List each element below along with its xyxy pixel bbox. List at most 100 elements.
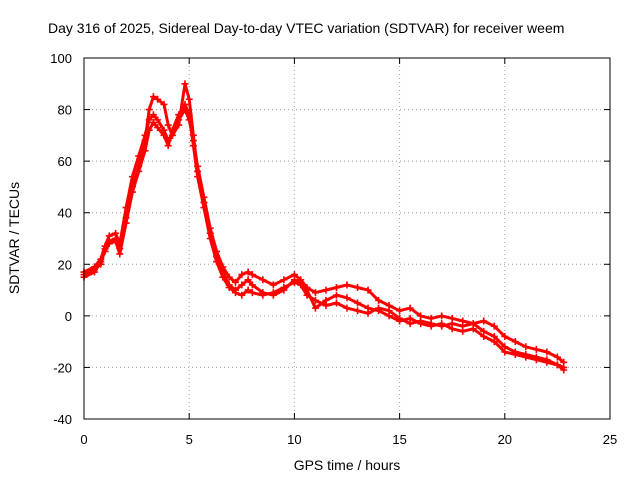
- data-point: [332, 283, 340, 291]
- data-point: [364, 286, 372, 294]
- data-point: [145, 126, 153, 134]
- data-point: [332, 291, 340, 299]
- data-point: [532, 353, 540, 361]
- data-point: [501, 343, 509, 351]
- data-point: [189, 142, 197, 150]
- data-point: [164, 121, 172, 129]
- data-point: [248, 271, 256, 279]
- data-point: [501, 332, 509, 340]
- data-point: [343, 304, 351, 312]
- data-point: [160, 131, 168, 139]
- data-point: [522, 351, 530, 359]
- data-point: [438, 322, 446, 330]
- data-point: [480, 317, 488, 325]
- data-point: [149, 111, 157, 119]
- data-point: [259, 276, 267, 284]
- y-tick-label: -20: [53, 360, 72, 375]
- data-point: [480, 327, 488, 335]
- data-point: [105, 240, 113, 248]
- data-point: [225, 283, 233, 291]
- data-point: [181, 80, 189, 88]
- data-point: [219, 273, 227, 281]
- y-tick-label: 100: [50, 51, 72, 66]
- plot-frame: [83, 57, 611, 420]
- data-point: [135, 152, 143, 160]
- data-point: [200, 204, 208, 212]
- data-point: [238, 271, 246, 279]
- data-point: [149, 93, 157, 101]
- data-point: [438, 312, 446, 320]
- data-point: [269, 281, 277, 289]
- data-point: [244, 276, 252, 284]
- y-tick-label: 60: [58, 154, 72, 169]
- data-point: [141, 147, 149, 155]
- data-point: [154, 116, 162, 124]
- data-point: [490, 332, 498, 340]
- data-point: [311, 289, 319, 297]
- data-point: [149, 118, 157, 126]
- y-axis-label: SDTVAR / TECUs: [6, 182, 22, 294]
- data-point: [322, 286, 330, 294]
- data-point: [553, 353, 561, 361]
- x-tick-label: 0: [80, 432, 87, 447]
- data-point: [543, 356, 551, 364]
- data-point: [406, 320, 414, 328]
- data-point: [553, 361, 561, 369]
- data-point: [145, 106, 153, 114]
- data-point: [303, 291, 311, 299]
- data-point: [490, 322, 498, 330]
- data-point: [322, 302, 330, 310]
- x-tick-label: 10: [287, 432, 301, 447]
- data-point: [168, 126, 176, 134]
- data-point: [511, 348, 519, 356]
- data-point: [280, 276, 288, 284]
- data-point: [469, 320, 477, 328]
- data-point: [181, 100, 189, 108]
- series-track-a: [80, 93, 568, 366]
- data-point: [112, 229, 120, 237]
- data-point: [459, 322, 467, 330]
- axis-ticks: [83, 57, 611, 420]
- data-point: [116, 250, 124, 258]
- data-point: [364, 309, 372, 317]
- data-point: [332, 299, 340, 307]
- y-tick-label: 40: [58, 206, 72, 221]
- data-point: [375, 304, 383, 312]
- x-tick-label: 20: [498, 432, 512, 447]
- data-point: [311, 304, 319, 312]
- data-point: [311, 296, 319, 304]
- data-point: [406, 304, 414, 312]
- data-point: [97, 258, 105, 266]
- data-point: [175, 121, 183, 129]
- data-point: [244, 268, 252, 276]
- x-tick-label: 5: [186, 432, 193, 447]
- data-point: [122, 219, 130, 227]
- data-point: [343, 281, 351, 289]
- data-point: [354, 307, 362, 315]
- data-point: [259, 291, 267, 299]
- data-series: [80, 80, 568, 374]
- data-point: [280, 283, 288, 291]
- data-point: [417, 317, 425, 325]
- data-point: [91, 268, 99, 276]
- x-axis-label: GPS time / hours: [294, 457, 401, 473]
- data-point: [248, 289, 256, 297]
- data-point: [427, 320, 435, 328]
- y-tick-label: -40: [53, 412, 72, 427]
- data-point: [238, 281, 246, 289]
- data-point: [231, 278, 239, 286]
- data-point: [206, 235, 214, 242]
- data-point: [375, 296, 383, 304]
- data-point: [145, 116, 153, 124]
- chart-title: Day 316 of 2025, Sidereal Day-to-day VTE…: [48, 20, 564, 36]
- data-point: [154, 95, 162, 103]
- data-point: [448, 320, 456, 328]
- data-point: [269, 289, 277, 297]
- data-point: [128, 188, 136, 196]
- y-tick-label: 20: [58, 257, 72, 272]
- data-point: [105, 232, 113, 240]
- data-point: [511, 338, 519, 346]
- grid-lines: [84, 58, 610, 419]
- data-point: [154, 124, 162, 132]
- data-point: [290, 278, 298, 286]
